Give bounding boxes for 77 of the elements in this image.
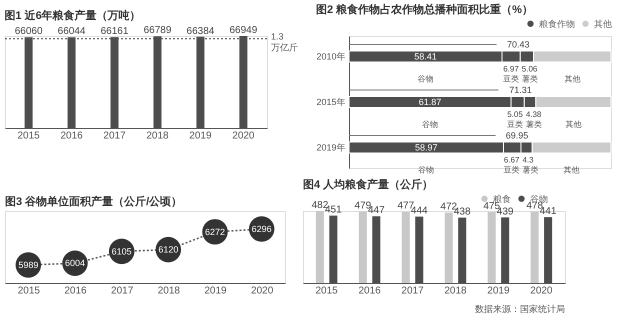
bar: [444, 212, 453, 283]
chart-title: 图2 粮食作物占农作物总播种面积比重（%）: [316, 3, 533, 16]
bar: [358, 211, 367, 283]
x-tick-label: 2017: [111, 286, 134, 296]
text: 粮食作物: [539, 18, 575, 29]
data-label: 66949: [229, 25, 258, 36]
bar: [530, 212, 539, 283]
data-label: 6105: [112, 246, 132, 256]
legend-label: 谷物: [530, 194, 548, 204]
series-label: 豆类: [502, 74, 519, 84]
data-label: 6.97: [503, 64, 520, 74]
source-note: 数据来源：国家统计局: [475, 304, 565, 314]
x-tick-label: 2015: [18, 130, 40, 142]
series-label: 谷物: [418, 74, 434, 84]
y-tick-label: 2010年: [316, 51, 346, 62]
text: 谷物: [422, 120, 438, 129]
x-tick-label: 2016: [60, 130, 84, 142]
text: 其他: [564, 166, 580, 175]
data-label: 66161: [100, 26, 129, 38]
y-tick-label: 2019年: [316, 142, 346, 153]
text: 薯类: [522, 166, 538, 175]
x-tick-label: 2015: [18, 286, 40, 296]
x-tick-label: 2019: [487, 286, 510, 296]
annotation: 其他: [564, 74, 580, 84]
data-label: 4.38: [526, 110, 542, 119]
y-tick-label: 2015年: [316, 97, 346, 107]
annotation: 71.31: [509, 85, 532, 95]
chart-title: 图1 近6年粮食产量（万吨）: [4, 9, 141, 22]
data-label: 441: [540, 206, 557, 218]
data-label: 6296: [252, 224, 272, 234]
x-tick-label: 2016: [358, 286, 382, 296]
legend-label: 粮食: [493, 194, 511, 204]
text: 薯类: [526, 120, 542, 129]
x-tick-label: 2018: [158, 286, 180, 296]
bar: [488, 212, 496, 283]
annotation: 70.43: [506, 39, 530, 50]
x-tick-label: 2017: [401, 286, 424, 296]
data-label: 6.67: [504, 156, 520, 165]
ref-line-label: 1.3 万亿斤: [271, 32, 298, 53]
data-label: 5.05: [507, 110, 524, 119]
data-label: 4.3: [522, 156, 534, 165]
chart-title: 图4 人均粮食产量（公斤）: [303, 178, 434, 191]
data-label: 66789: [144, 25, 172, 36]
x-tick-label: 2019: [189, 130, 212, 142]
data-label: 61.87: [418, 97, 442, 107]
chart-title: 图3 谷物单位面积产量（公斤/公顷）: [5, 195, 182, 208]
data-label: 66060: [14, 26, 43, 38]
data-label: 66384: [186, 26, 215, 37]
text: 其他: [565, 120, 582, 129]
x-tick-label: 2018: [146, 130, 170, 142]
x-tick-label: 2020: [232, 130, 255, 142]
text: 豆类: [506, 120, 523, 129]
x-tick-label: 2015: [316, 286, 338, 296]
text: 谷物: [418, 166, 434, 175]
annotation: 69.95: [506, 130, 528, 141]
x-tick-label: 2020: [251, 286, 274, 296]
data-label: 444: [410, 206, 428, 217]
bar: [316, 211, 324, 283]
x-tick-label: 2017: [103, 130, 126, 142]
x-tick-label: 2019: [204, 286, 228, 296]
x-tick-label: 2018: [444, 286, 468, 296]
x-tick-label: 2016: [64, 286, 88, 296]
bar: [402, 212, 410, 283]
x-tick-label: 2020: [530, 286, 553, 296]
data-label: 438: [454, 206, 471, 218]
data-label: 5989: [18, 260, 38, 270]
data-label: 58.41: [414, 51, 437, 62]
data-label: 5.06: [522, 64, 538, 74]
text: 豆类: [503, 166, 520, 175]
series-label: 薯类: [522, 74, 538, 84]
data-label: 6120: [158, 244, 178, 255]
legend-label: 其他: [594, 18, 612, 29]
data-label: 439: [496, 206, 514, 218]
data-label: 6272: [204, 226, 226, 237]
data-label: 6004: [64, 258, 86, 268]
data-label: 58.97: [414, 142, 438, 153]
data-label: 66044: [58, 26, 86, 38]
